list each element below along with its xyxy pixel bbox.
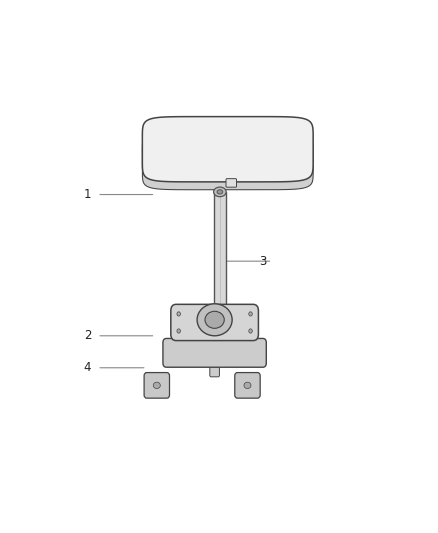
FancyBboxPatch shape [171,304,258,341]
FancyBboxPatch shape [210,362,219,377]
Text: 4: 4 [84,361,92,374]
Ellipse shape [249,329,252,333]
Text: 3: 3 [259,255,266,268]
Ellipse shape [153,382,160,389]
Ellipse shape [177,329,180,333]
FancyBboxPatch shape [144,373,170,398]
FancyBboxPatch shape [226,179,237,187]
Ellipse shape [197,304,232,336]
Ellipse shape [249,312,252,316]
Polygon shape [142,117,313,182]
Polygon shape [214,192,226,312]
Ellipse shape [177,312,180,316]
Polygon shape [142,149,313,190]
Ellipse shape [214,187,226,197]
Ellipse shape [244,382,251,389]
FancyBboxPatch shape [235,373,260,398]
Text: 1: 1 [84,188,92,201]
Ellipse shape [214,308,226,316]
Text: 2: 2 [84,329,92,342]
FancyBboxPatch shape [163,338,266,367]
Ellipse shape [217,190,223,194]
Ellipse shape [205,311,224,328]
